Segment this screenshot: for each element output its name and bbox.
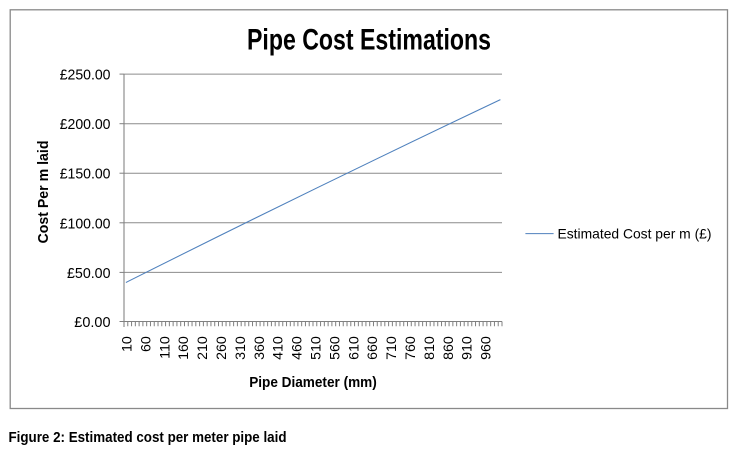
svg-text:260: 260 <box>214 336 230 360</box>
svg-text:60: 60 <box>138 336 154 352</box>
svg-text:760: 760 <box>403 336 419 360</box>
svg-text:710: 710 <box>384 336 400 360</box>
svg-text:210: 210 <box>195 336 211 360</box>
svg-text:Figure 2: Estimated cost per m: Figure 2: Estimated cost per meter pipe … <box>9 430 287 446</box>
svg-text:£100.00: £100.00 <box>60 216 111 232</box>
svg-text:660: 660 <box>365 336 381 360</box>
svg-text:560: 560 <box>327 336 343 360</box>
svg-text:460: 460 <box>290 336 306 360</box>
svg-text:Pipe Diameter (mm): Pipe Diameter (mm) <box>249 375 377 391</box>
svg-text:£250.00: £250.00 <box>60 68 111 84</box>
svg-text:910: 910 <box>460 336 476 360</box>
svg-text:160: 160 <box>176 336 192 360</box>
svg-text:£200.00: £200.00 <box>60 117 111 133</box>
svg-text:£0.00: £0.00 <box>74 315 110 331</box>
svg-text:810: 810 <box>422 336 438 360</box>
svg-text:10: 10 <box>119 336 135 352</box>
svg-text:Cost Per m laid: Cost Per m laid <box>36 141 52 244</box>
svg-text:£150.00: £150.00 <box>60 167 111 183</box>
svg-text:£50.00: £50.00 <box>67 266 111 282</box>
svg-text:960: 960 <box>479 336 495 360</box>
svg-text:360: 360 <box>252 336 268 360</box>
svg-text:Pipe Cost Estimations: Pipe Cost Estimations <box>247 24 491 57</box>
svg-text:310: 310 <box>233 336 249 360</box>
svg-text:Estimated Cost per m (£): Estimated Cost per m (£) <box>558 226 712 241</box>
svg-text:110: 110 <box>157 336 173 359</box>
svg-text:610: 610 <box>346 336 362 360</box>
svg-text:410: 410 <box>271 336 287 360</box>
svg-text:510: 510 <box>308 336 324 360</box>
svg-text:860: 860 <box>441 336 457 360</box>
